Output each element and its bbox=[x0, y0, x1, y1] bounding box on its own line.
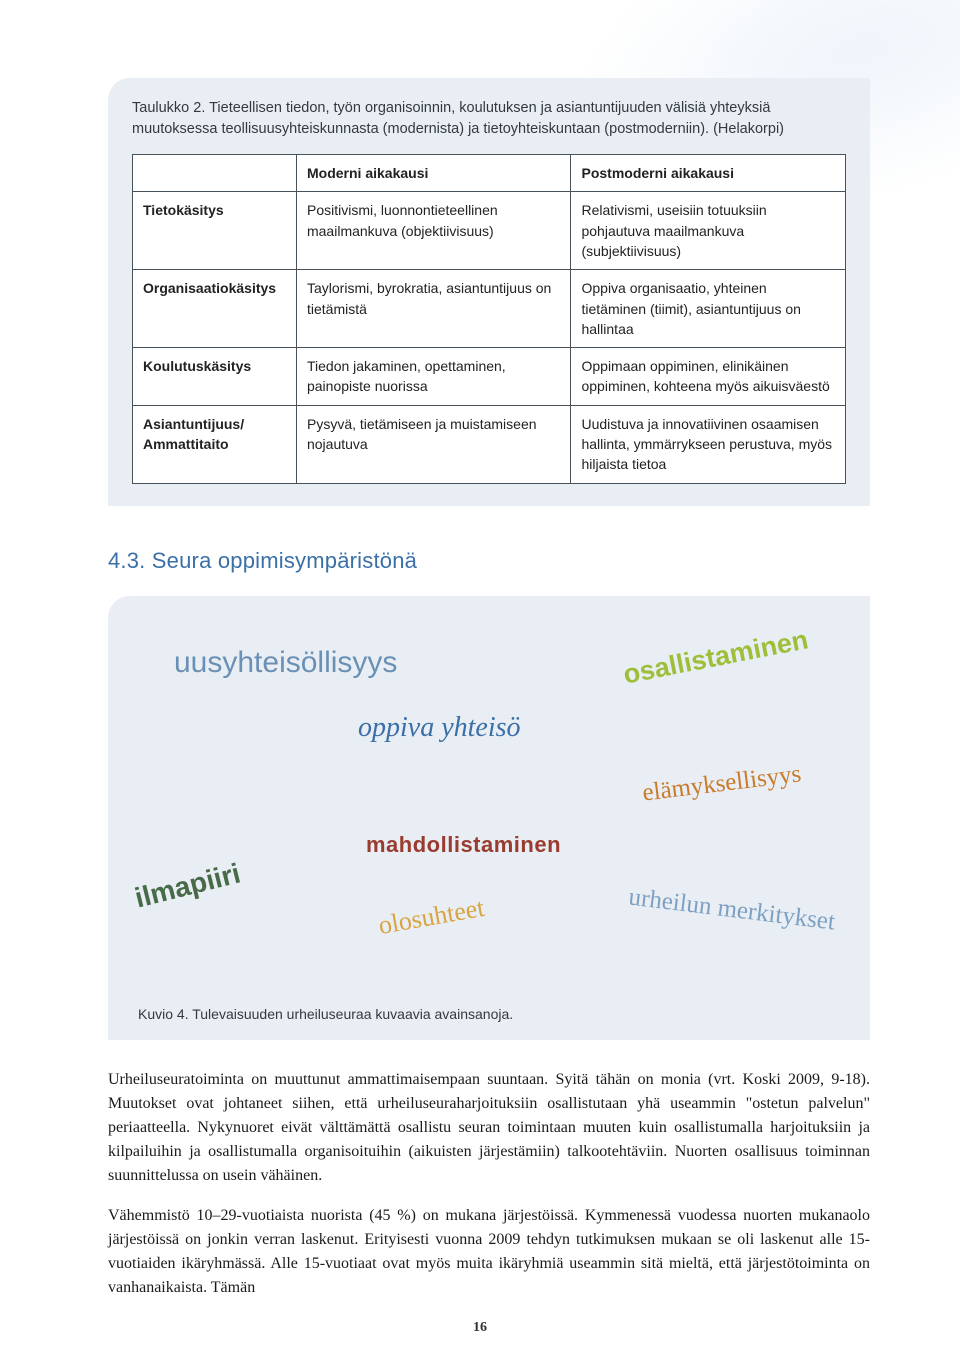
table-row: Organisaatiokäsitys Taylorismi, byrokrat… bbox=[133, 270, 846, 348]
table-row: Koulutuskäsitys Tiedon jakaminen, opetta… bbox=[133, 348, 846, 406]
wc-ilmapiiri: ilmapiiri bbox=[132, 857, 244, 914]
row-c1: Taylorismi, byrokratia, asiantuntijuus o… bbox=[296, 270, 571, 348]
table-col1-head: Moderni aikakausi bbox=[296, 155, 571, 192]
table-box: Taulukko 2. Tieteellisen tiedon, työn or… bbox=[108, 78, 870, 506]
wc-mahdollistaminen: mahdollistaminen bbox=[366, 832, 561, 858]
wc-osallistaminen: osallistaminen bbox=[621, 624, 811, 690]
row-label: Organisaatiokäsitys bbox=[133, 270, 297, 348]
body-text: Urheiluseuratoiminta on muuttunut ammatt… bbox=[108, 1068, 870, 1300]
table-row: Asiantuntijuus/ Ammattitaito Pysyvä, tie… bbox=[133, 405, 846, 483]
table-caption: Taulukko 2. Tieteellisen tiedon, työn or… bbox=[132, 98, 846, 140]
row-c2: Oppiva organisaatio, yhteinen tietäminen… bbox=[571, 270, 846, 348]
row-c2: Oppimaan oppiminen, elinikäinen oppimine… bbox=[571, 348, 846, 406]
section-heading: 4.3. Seura oppimisympäristönä bbox=[108, 548, 870, 574]
wc-oppiva-yhteiso: oppiva yhteisö bbox=[358, 712, 521, 744]
row-label: Asiantuntijuus/ Ammattitaito bbox=[133, 405, 297, 483]
row-c2: Uudistuva ja innovatiivinen osaamisen ha… bbox=[571, 405, 846, 483]
row-label: Tietokäsitys bbox=[133, 192, 297, 270]
wordcloud-box: uusyhteisöllisyys osallistaminen oppiva … bbox=[108, 596, 870, 1040]
row-c1: Pysyvä, tietämiseen ja muistamiseen noja… bbox=[296, 405, 571, 483]
table-corner bbox=[133, 155, 297, 192]
table-row: Tietokäsitys Positivismi, luonnontieteel… bbox=[133, 192, 846, 270]
wordcloud-caption: Kuvio 4. Tulevaisuuden urheiluseuraa kuv… bbox=[138, 1006, 513, 1022]
row-c1: Tiedon jakaminen, opettaminen, painopist… bbox=[296, 348, 571, 406]
paragraph: Vähemmistö 10–29-vuotiaista nuorista (45… bbox=[108, 1204, 870, 1300]
paragraph: Urheiluseuratoiminta on muuttunut ammatt… bbox=[108, 1068, 870, 1188]
wc-elamyksellisyys: elämyksellisyys bbox=[641, 760, 803, 807]
row-label: Koulutuskäsitys bbox=[133, 348, 297, 406]
row-c1: Positivismi, luonnontieteellinen maailma… bbox=[296, 192, 571, 270]
wc-uusyhteisollisyys: uusyhteisöllisyys bbox=[174, 646, 397, 680]
table-col2-head: Postmoderni aikakausi bbox=[571, 155, 846, 192]
comparison-table: Moderni aikakausi Postmoderni aikakausi … bbox=[132, 154, 846, 484]
wc-olosuhteet: olosuhteet bbox=[376, 893, 486, 941]
wc-urheilun-merkitykset: urheilun merkitykset bbox=[627, 883, 836, 936]
page-number: 16 bbox=[0, 1320, 960, 1336]
row-c2: Relativismi, useisiin totuuksiin pohjaut… bbox=[571, 192, 846, 270]
